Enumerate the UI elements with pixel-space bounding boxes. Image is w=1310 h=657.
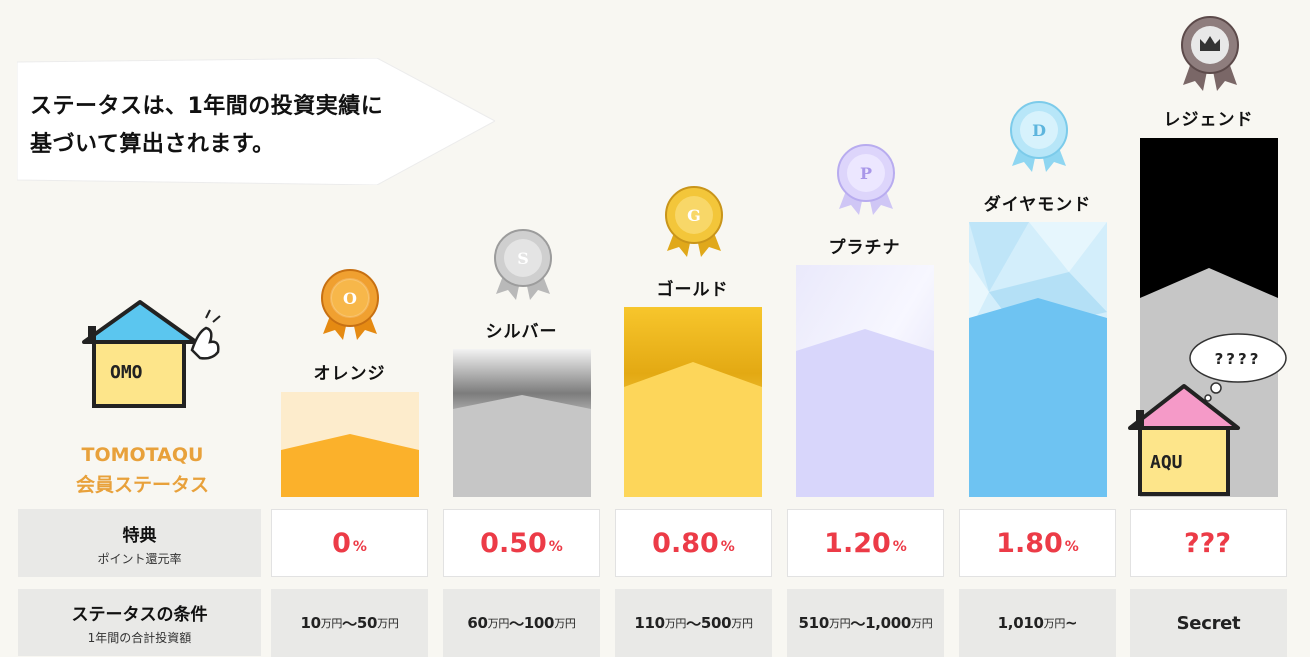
rate-cell-diamond: 1.80% [959, 509, 1116, 577]
diamond-medal-icon: D [1010, 101, 1068, 172]
tier-name-gold: ゴールド [656, 280, 729, 300]
tier-bar-gold [624, 307, 762, 497]
diamond-medal-letter: D [1032, 121, 1046, 140]
info-callout [17, 58, 495, 185]
rate-unit: % [1064, 539, 1079, 555]
gold-medal-icon: G [665, 186, 723, 257]
tier-bar-platinum [796, 265, 934, 497]
orange-medal-icon: O [321, 269, 379, 340]
rate-unit: % [892, 539, 907, 555]
tier-name-diamond: ダイヤモンド [983, 195, 1092, 215]
tier-bar-orange [281, 392, 419, 497]
aqu-mascot-icon: AQU [1128, 384, 1240, 496]
condition-row-label: ステータスの条件 1年間の合計投資額 [18, 589, 261, 656]
benefit-row-label: 特典 ポイント還元率 [18, 509, 261, 577]
mascot-left-text: OMO [110, 362, 143, 383]
tier-bar-silver [453, 349, 591, 497]
tier-bar-diamond [969, 222, 1107, 497]
benefit-title: 特典 [122, 526, 157, 546]
gold-medal-letter: G [687, 206, 701, 225]
callout-text: ステータスは、1年間の投資実績に 基づいて算出されます。 [30, 94, 384, 157]
thought-bubble: ???? [1189, 333, 1287, 402]
silver-medal-letter: S [517, 249, 529, 268]
legend-crown-medal-icon [1181, 16, 1239, 91]
orange-medal-letter: O [343, 289, 357, 308]
brand-name: TOMOTAQU [81, 444, 204, 466]
silver-medal-icon: S [494, 229, 552, 300]
tier-name-legend: レジェンド [1163, 110, 1254, 130]
rate-cell-silver: 0.50% [443, 509, 600, 577]
platinum-medal-letter: P [860, 164, 872, 183]
brand-label: TOMOTAQU 会員ステータス [30, 440, 255, 500]
rate-unit: % [352, 539, 367, 555]
rate-value: ??? [1184, 527, 1231, 559]
mascot-right-text: AQU [1150, 452, 1183, 473]
rate-cell-platinum: 1.20% [787, 509, 944, 577]
rate-value: 0.50 [480, 527, 547, 559]
rate-value: 1.80 [996, 527, 1063, 559]
rate-cell-orange: 0% [271, 509, 428, 577]
condition-cell-silver: 60 万円〜 100 万円 [443, 589, 600, 657]
benefit-subtitle: ポイント還元率 [97, 552, 182, 566]
condition-cell-legend: Secret [1130, 589, 1287, 657]
condition-cell-orange: 10 万円〜 50 万円 [271, 589, 428, 657]
rate-cell-legend: ??? [1130, 509, 1287, 577]
rate-unit: % [548, 539, 563, 555]
condition-title: ステータスの条件 [71, 605, 208, 625]
tier-name-silver: シルバー [485, 322, 558, 342]
rate-value: 0 [332, 527, 351, 559]
rate-value: 1.20 [824, 527, 891, 559]
condition-cell-gold: 110 万円〜 500 万円 [615, 589, 772, 657]
condition-cell-platinum: 510 万円〜 1,000 万円 [787, 589, 944, 657]
condition-cell-diamond: 1,010 万円 ~ [959, 589, 1116, 657]
thought-bubble-text: ???? [1215, 350, 1262, 368]
brand-subtitle: 会員ステータス [75, 474, 209, 496]
rate-value: 0.80 [652, 527, 719, 559]
tomo-mascot-icon: OMO [82, 300, 221, 408]
rate-cell-gold: 0.80% [615, 509, 772, 577]
condition-subtitle: 1年間の合計投資額 [87, 631, 192, 645]
platinum-medal-icon: P [837, 144, 895, 215]
tier-name-platinum: プラチナ [828, 238, 901, 258]
tier-name-orange: オレンジ [313, 364, 386, 384]
rate-unit: % [720, 539, 735, 555]
